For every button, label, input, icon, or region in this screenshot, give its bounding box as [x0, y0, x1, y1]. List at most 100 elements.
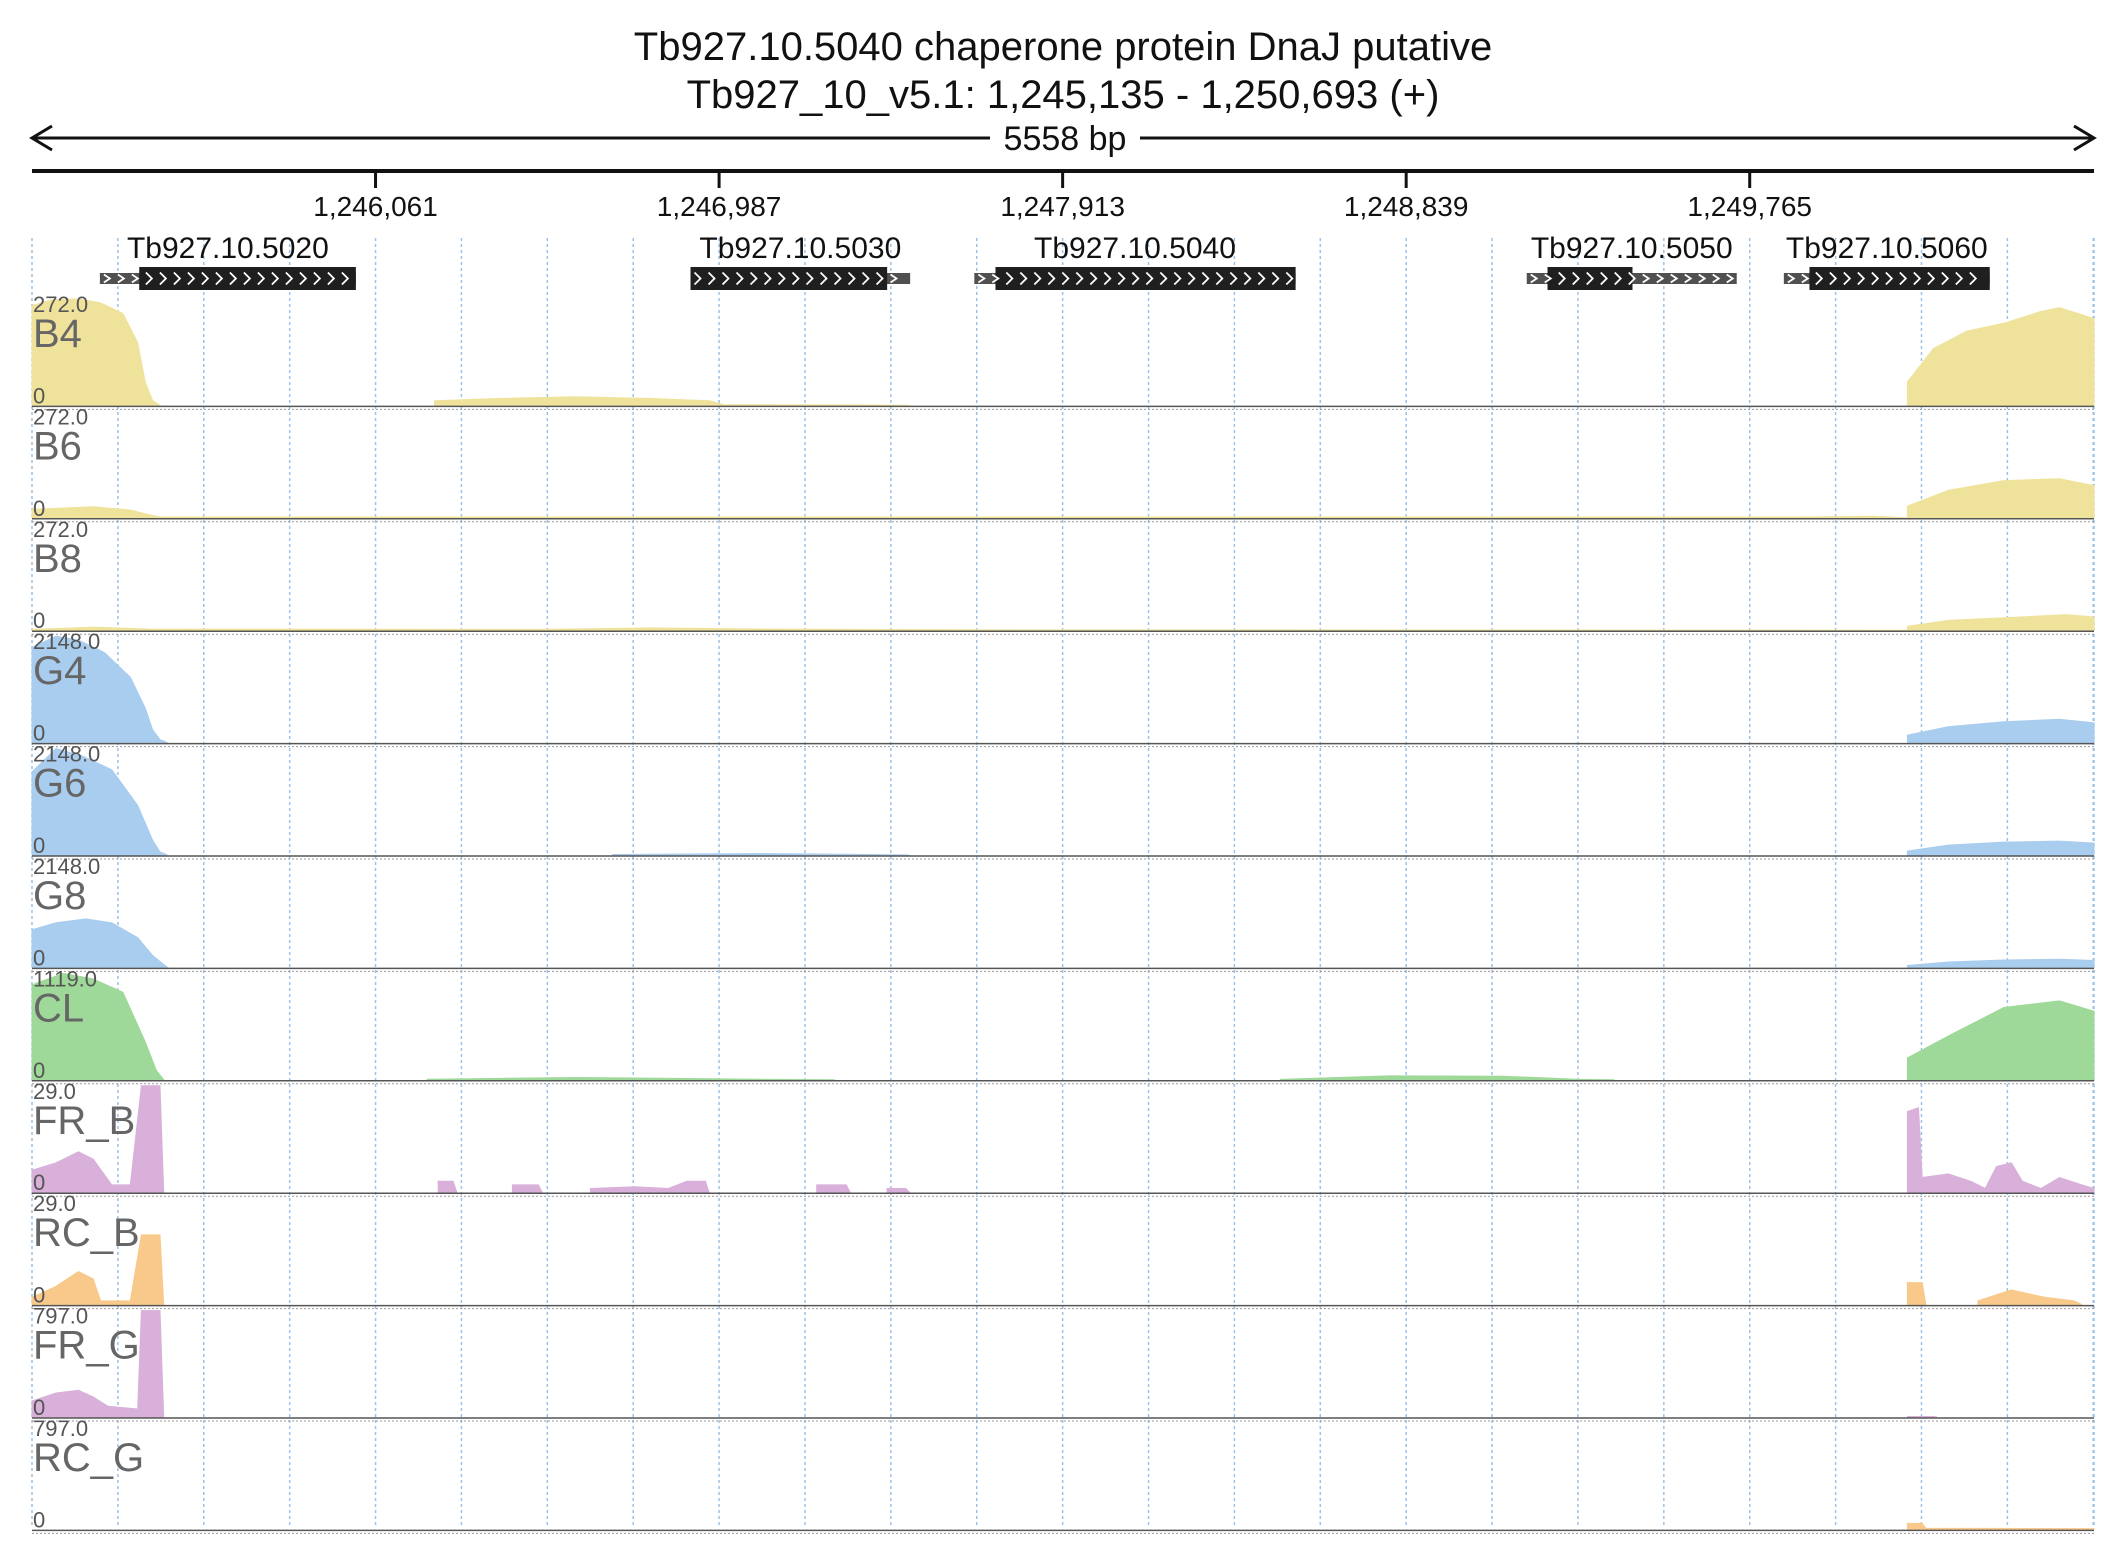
track-zero-B6: 0 [33, 496, 45, 521]
gene-4: Tb927.10.5060 [1783, 232, 1990, 290]
coverage-area-B8-1 [1906, 614, 2095, 631]
track-max-RC_G: 797.0 [33, 1416, 88, 1441]
gene-cds-2 [995, 267, 1296, 290]
span-label: 5558 bp [1004, 120, 1127, 158]
chevron-icon-6 [1061, 271, 1070, 286]
strand-chevrons-4 [1787, 271, 1978, 286]
track-max-FR_B: 29.0 [33, 1079, 76, 1104]
chevron-icon-0 [103, 273, 112, 284]
coverage-area-G4-0 [31, 635, 168, 744]
chevron-icon-0 [977, 273, 986, 284]
chevron-icon-16 [327, 271, 336, 286]
track-B6: 272.0B6 0 [31, 404, 2095, 523]
track-name-G4: G4 [33, 649, 86, 693]
chevron-icon-8 [215, 271, 224, 286]
gene-label-1: Tb927.10.5030 [699, 232, 901, 265]
chevron-icon-12 [271, 271, 280, 286]
track-max-FR_G: 797.0 [33, 1304, 88, 1329]
chevron-icon-5 [173, 271, 182, 286]
x-tick-label-4: 1,249,765 [1687, 191, 1812, 222]
arrow-left-icon [29, 124, 53, 152]
chevron-icon-9 [1913, 271, 1922, 286]
strand-chevrons-1 [693, 271, 899, 286]
strand-chevrons-2 [977, 271, 1294, 286]
track-RC_B: 29.0RC_B 0 [31, 1191, 2094, 1310]
gene-cds-3 [1547, 267, 1633, 290]
x-tick-label-0: 1,246,061 [313, 191, 438, 222]
chevron-icon-2 [721, 271, 730, 286]
chevron-icon-15 [313, 271, 322, 286]
locus-title: Tb927_10_v5.1: 1,245,135 - 1,250,693 (+) [687, 73, 1440, 117]
track-RC_G: 797.0RC_G 0 [32, 1416, 2095, 1534]
chevron-icon-8 [1089, 271, 1098, 286]
track-zero-B4: 0 [33, 383, 45, 408]
track-zero-B8: 0 [33, 608, 45, 633]
chevron-icon-11 [257, 271, 266, 286]
gene-label-3: Tb927.10.5050 [1531, 232, 1733, 265]
chevron-icon-9 [229, 271, 238, 286]
coverage-area-B8-0 [31, 626, 1908, 631]
coverage-area-CL-0 [31, 972, 165, 1081]
gene-1: Tb927.10.5030 [690, 232, 911, 290]
chevron-icon-2 [131, 273, 140, 284]
coverage-area-FR_B-2 [511, 1184, 543, 1193]
gene-2: Tb927.10.5040 [974, 232, 1296, 290]
chevron-icon-5 [1857, 271, 1866, 286]
coverage-area-B4-2 [1906, 307, 2095, 406]
chevron-icon-18 [1229, 271, 1238, 286]
chevron-icon-10 [243, 271, 252, 286]
coverage-area-G4-1 [1906, 718, 2095, 744]
chevron-icon-0 [1787, 273, 1796, 284]
chevron-icon-10 [1927, 271, 1936, 286]
track-max-B6: 272.0 [33, 404, 88, 429]
track-zero-G8: 0 [33, 945, 45, 970]
chevron-icon-9 [1656, 273, 1665, 284]
coverage-area-RC_B-2 [1977, 1289, 2083, 1306]
track-max-B8: 272.0 [33, 517, 88, 542]
chevron-icon-3 [145, 271, 154, 286]
chevron-icon-1 [1801, 273, 1810, 284]
chevron-icon-9 [1103, 271, 1112, 286]
coverage-area-CL-3 [1906, 1000, 2095, 1081]
coverage-area-RC_B-0 [31, 1234, 165, 1306]
gene-annotations: Tb927.10.5020 Tb927.10.5030 Tb927.10.5040 T… [99, 232, 1990, 290]
strand-chevrons-3 [1530, 271, 1735, 286]
chevron-icon-13 [285, 271, 294, 286]
chevron-icon-2 [1558, 271, 1567, 286]
x-tick-label-1: 1,246,987 [657, 191, 782, 222]
track-max-G4: 2148.0 [33, 629, 100, 654]
coverage-area-G8-1 [1906, 958, 2095, 968]
chevron-icon-3 [1019, 271, 1028, 286]
track-name-RC_G: RC_G [33, 1436, 144, 1480]
track-max-G6: 2148.0 [33, 742, 100, 767]
chevron-icon-13 [875, 271, 884, 286]
span-arrow: 5558 bp [29, 120, 2097, 158]
coverage-area-B6-1 [1906, 478, 2095, 519]
track-max-RC_B: 29.0 [33, 1191, 76, 1216]
track-name-RC_B: RC_B [33, 1211, 140, 1255]
chevron-icon-12 [1955, 271, 1964, 286]
gene-label-0: Tb927.10.5020 [127, 232, 329, 265]
track-name-FR_G: FR_G [33, 1324, 140, 1368]
chevron-icon-14 [890, 273, 899, 284]
chevron-icon-7 [791, 271, 800, 286]
coverage-area-B4-1 [434, 396, 910, 406]
coverage-area-G6-1 [612, 852, 910, 856]
chevron-icon-14 [299, 271, 308, 286]
coverage-area-FR_B-3 [589, 1180, 710, 1193]
coverage-area-FR_B-6 [1906, 1107, 2095, 1193]
chevron-icon-9 [819, 271, 828, 286]
track-name-B4: B4 [33, 312, 82, 356]
chevron-icon-14 [1173, 271, 1182, 286]
track-G4: 2148.0G4 0 [31, 629, 2095, 748]
chevron-icon-17 [1215, 271, 1224, 286]
coverage-area-FR_G-0 [31, 1310, 165, 1418]
track-name-FR_B: FR_B [33, 1099, 135, 1143]
chevron-icon-11 [1131, 271, 1140, 286]
chevron-icon-12 [1145, 271, 1154, 286]
chevron-icon-17 [341, 271, 350, 286]
chevron-icon-3 [735, 271, 744, 286]
track-G8: 2148.0G8 0 [31, 854, 2095, 972]
chevron-icon-1 [991, 273, 1000, 284]
